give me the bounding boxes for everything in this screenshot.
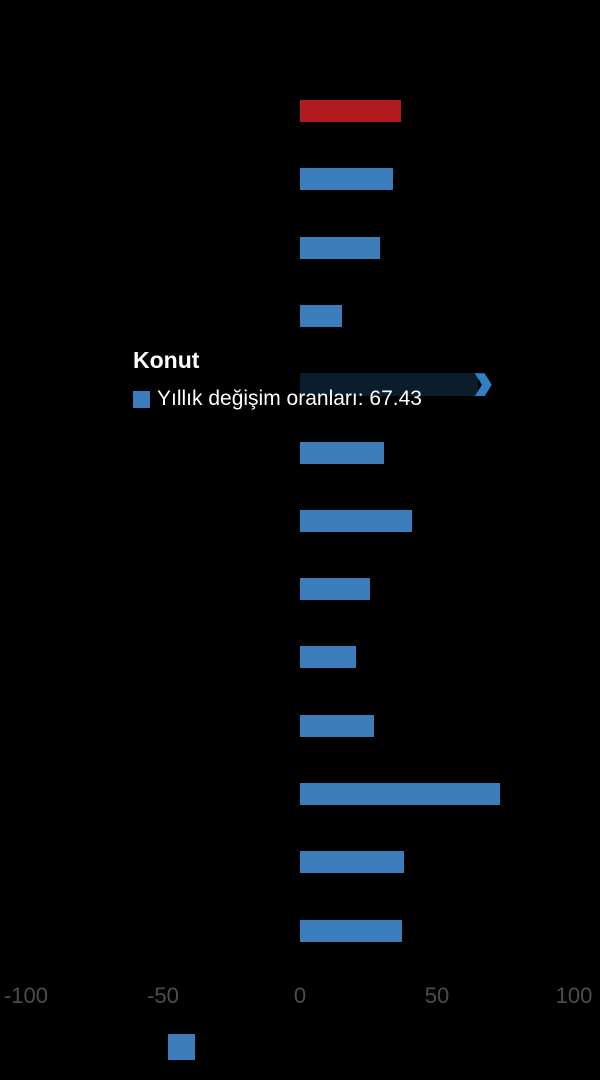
bar[interactable] [300,100,401,122]
x-axis: -100 -50 0 50 100 [0,983,600,1009]
tooltip-category-title: Konut [133,347,200,373]
bar[interactable] [300,236,380,259]
bar[interactable] [300,509,413,532]
tooltip-value-row: Yıllık değişim oranları: 67.43 [133,387,422,411]
x-tick-label: 0 [293,983,307,1008]
bar[interactable] [300,441,385,464]
bar[interactable] [300,919,403,942]
x-tick-label: -50 [147,983,179,1008]
bar-end-arrow-icon [474,373,492,397]
bar[interactable] [300,168,393,191]
tooltip-value-text: Yıllık değişim oranları: 67.43 [157,387,422,410]
x-tick-label: 100 [555,983,593,1008]
legend-marker-icon[interactable] [168,1034,195,1060]
legend [168,1034,195,1060]
bar[interactable] [300,304,342,327]
x-tick-label: -100 [3,983,49,1008]
bar[interactable] [300,578,370,601]
series-marker-icon [133,390,150,408]
bar[interactable] [300,646,356,669]
bar[interactable] [300,714,374,737]
x-tick-label: 50 [424,983,450,1008]
bar[interactable] [300,783,501,805]
bar[interactable] [300,851,405,874]
tooltip: Konut Yıllık değişim oranları: 67.43 [133,347,422,411]
plot-area [0,77,600,965]
bar-hovered[interactable] [300,373,492,397]
